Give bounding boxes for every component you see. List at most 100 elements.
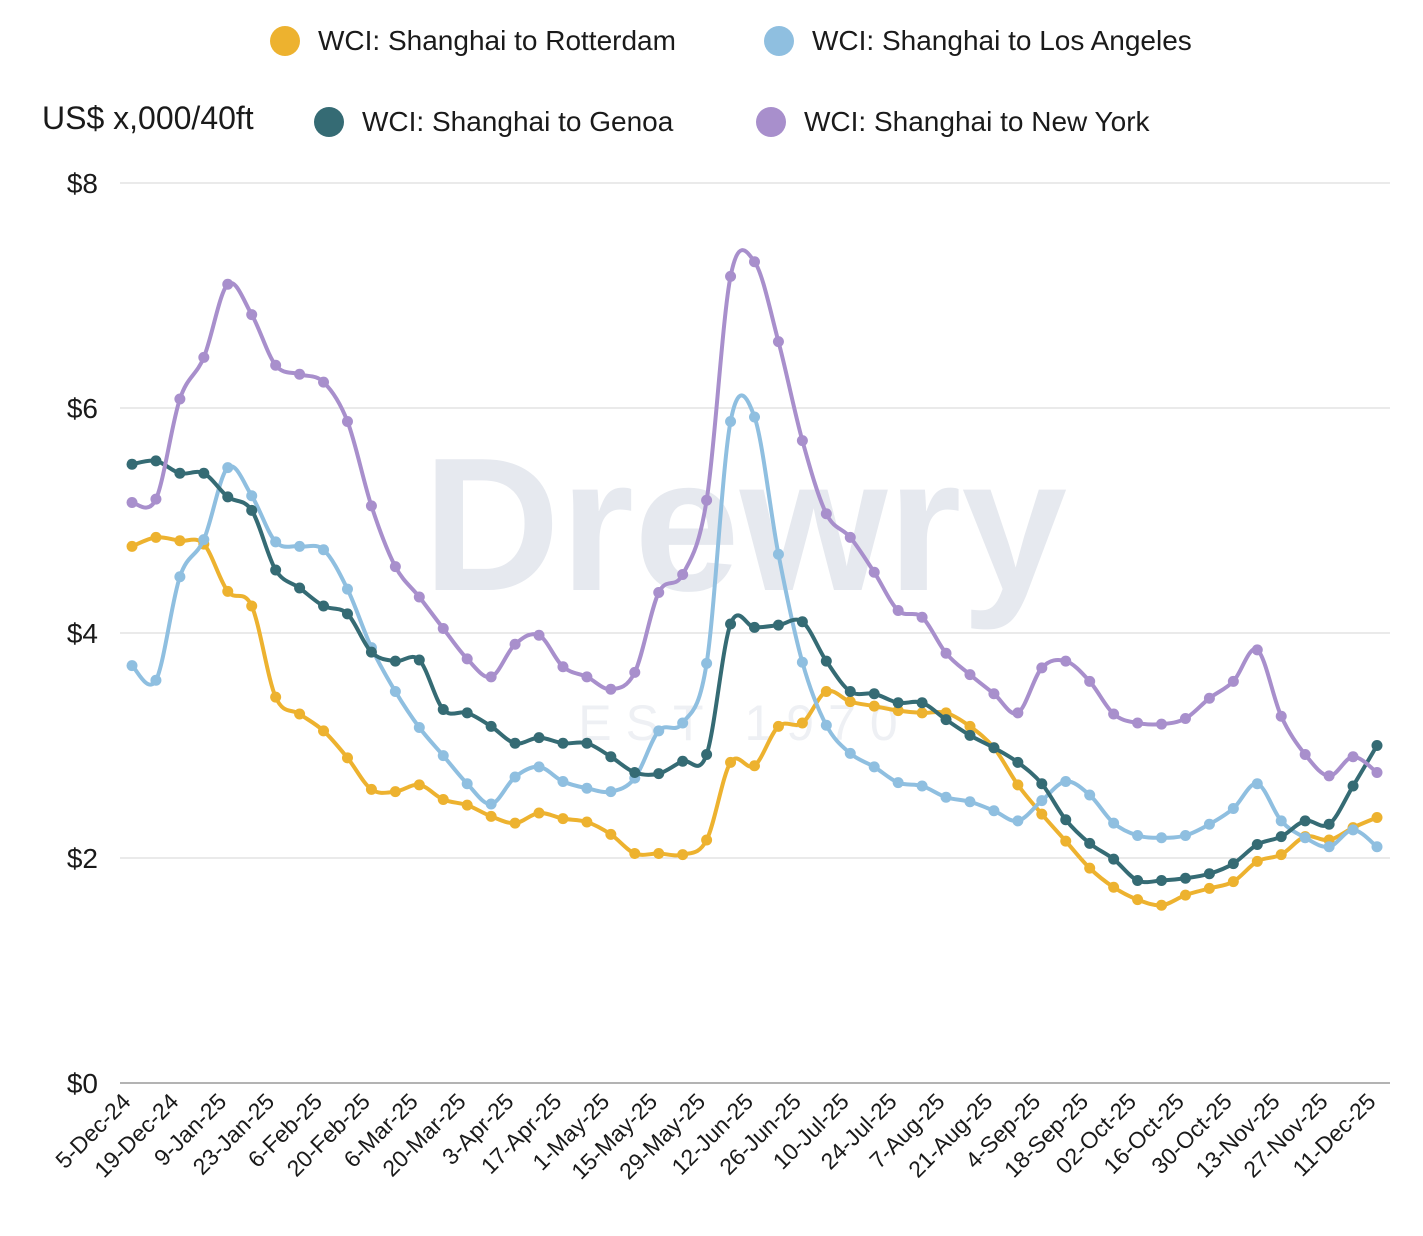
y-tick-label: $4: [67, 618, 98, 649]
data-point-rotterdam: [629, 848, 641, 859]
data-point-genoa: [294, 582, 306, 594]
data-point-new-york: [509, 638, 521, 650]
data-point-new-york: [150, 493, 162, 505]
data-point-rotterdam: [1108, 881, 1120, 893]
data-point-genoa: [916, 697, 928, 709]
data-point-new-york: [294, 368, 306, 380]
data-point-los-angeles: [1227, 803, 1239, 814]
data-point-los-angeles: [1323, 841, 1335, 853]
data-point-genoa: [1227, 858, 1239, 870]
data-point-los-angeles: [892, 777, 904, 789]
data-point-los-angeles: [437, 750, 449, 762]
watermark-est: EST 1970: [578, 695, 911, 751]
data-point-rotterdam: [389, 786, 401, 798]
legend-marker-rotterdam: [270, 26, 300, 56]
data-point-rotterdam: [1275, 849, 1287, 861]
data-point-los-angeles: [1084, 789, 1096, 801]
data-point-genoa: [1132, 875, 1144, 886]
data-point-rotterdam: [1203, 882, 1215, 894]
data-point-new-york: [1156, 718, 1168, 730]
data-point-rotterdam: [1132, 894, 1144, 906]
data-point-new-york: [318, 376, 330, 388]
data-point-genoa: [701, 749, 713, 760]
data-point-los-angeles: [198, 534, 210, 546]
data-point-rotterdam: [557, 813, 569, 825]
data-point-genoa: [1108, 853, 1120, 865]
data-point-los-angeles: [1060, 776, 1072, 787]
data-point-los-angeles: [964, 796, 976, 808]
data-point-genoa: [318, 600, 330, 612]
data-point-los-angeles: [341, 583, 353, 595]
data-point-new-york: [246, 309, 258, 321]
data-point-new-york: [461, 653, 473, 665]
data-point-new-york: [341, 416, 353, 427]
data-point-genoa: [964, 729, 976, 741]
data-point-new-york: [677, 569, 689, 580]
data-point-new-york: [772, 336, 784, 348]
data-point-genoa: [150, 455, 162, 467]
data-point-genoa: [820, 655, 832, 667]
data-point-los-angeles: [294, 540, 306, 552]
data-point-genoa: [868, 688, 880, 700]
data-point-rotterdam: [509, 817, 521, 829]
data-point-los-angeles: [796, 656, 808, 668]
data-point-new-york: [1060, 655, 1072, 667]
data-point-genoa: [581, 737, 593, 749]
data-point-new-york: [1012, 707, 1024, 719]
data-point-genoa: [988, 742, 1000, 754]
data-point-rotterdam: [677, 849, 689, 861]
data-point-los-angeles: [557, 776, 569, 787]
data-point-los-angeles: [868, 761, 880, 773]
data-point-rotterdam: [533, 807, 545, 819]
y-tick-label: $0: [67, 1068, 98, 1099]
data-point-los-angeles: [725, 416, 737, 427]
data-point-los-angeles: [1299, 832, 1311, 844]
legend-marker-genoa: [314, 107, 344, 137]
data-point-genoa: [749, 621, 760, 633]
data-point-new-york: [1108, 708, 1120, 720]
data-point-rotterdam: [485, 810, 497, 822]
data-point-rotterdam: [605, 828, 617, 840]
data-point-los-angeles: [150, 674, 162, 686]
data-point-rotterdam: [413, 779, 425, 791]
data-point-new-york: [964, 669, 976, 681]
data-point-new-york: [844, 531, 856, 543]
data-point-rotterdam: [318, 725, 330, 737]
data-point-genoa: [533, 732, 545, 744]
data-point-rotterdam: [341, 752, 353, 764]
data-point-los-angeles: [916, 780, 928, 792]
data-point-los-angeles: [1108, 817, 1120, 829]
data-point-los-angeles: [772, 548, 784, 560]
data-point-los-angeles: [581, 782, 593, 794]
data-point-new-york: [796, 435, 808, 447]
data-point-new-york: [1275, 710, 1287, 722]
data-point-genoa: [1179, 872, 1191, 884]
data-point-genoa: [725, 618, 737, 630]
data-point-los-angeles: [988, 805, 1000, 817]
data-point-los-angeles: [1179, 830, 1191, 841]
legend-marker-new-york: [756, 107, 786, 137]
legend-label-los-angeles: WCI: Shanghai to Los Angeles: [812, 25, 1192, 56]
data-point-rotterdam: [174, 535, 186, 547]
data-point-new-york: [413, 591, 425, 603]
data-point-genoa: [557, 737, 569, 749]
data-point-new-york: [365, 500, 377, 512]
data-point-rotterdam: [820, 686, 832, 697]
data-point-genoa: [365, 646, 377, 658]
data-point-genoa: [1275, 831, 1287, 843]
y-axis-label: US$ x,000/40ft: [42, 100, 254, 136]
data-point-rotterdam: [796, 717, 808, 729]
data-point-rotterdam: [964, 720, 976, 732]
data-point-genoa: [246, 504, 258, 516]
data-point-los-angeles: [1012, 815, 1024, 827]
data-point-los-angeles: [1203, 818, 1215, 830]
data-point-rotterdam: [246, 600, 258, 612]
data-point-new-york: [1251, 644, 1263, 656]
data-point-los-angeles: [461, 778, 473, 790]
data-point-rotterdam: [222, 585, 234, 597]
data-point-new-york: [605, 683, 617, 695]
data-point-genoa: [1036, 778, 1048, 790]
data-point-los-angeles: [1036, 795, 1048, 807]
data-point-genoa: [653, 768, 665, 780]
data-point-los-angeles: [1156, 832, 1168, 844]
